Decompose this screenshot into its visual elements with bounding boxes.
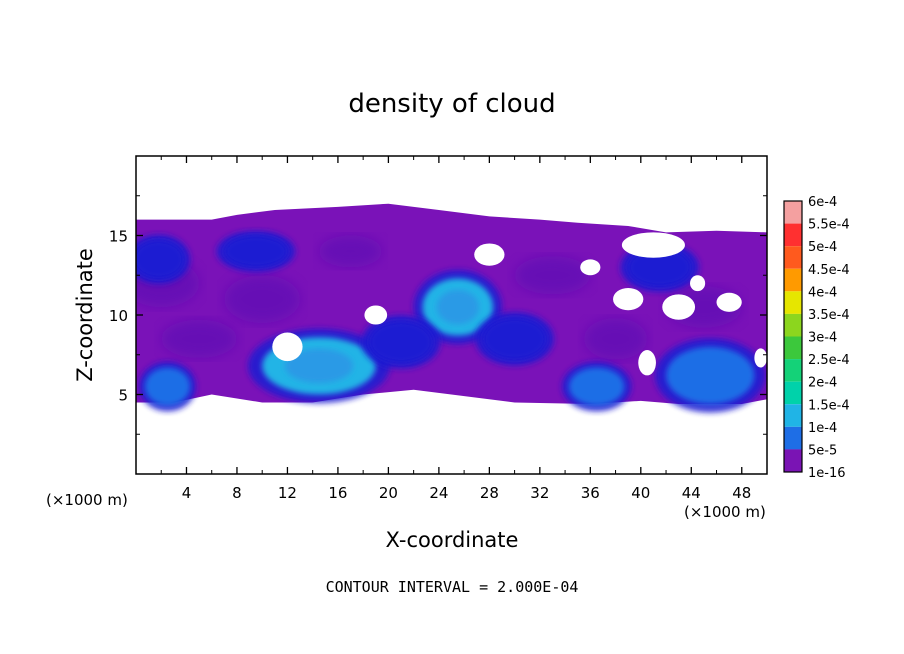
cloud-core [224, 235, 288, 268]
clear-gap [364, 305, 388, 325]
colorbar-swatch [784, 223, 802, 247]
clear-gap [690, 275, 706, 292]
colorbar-label: 1.5e-4 [808, 398, 850, 413]
x-tick-label: 24 [429, 484, 448, 502]
colorbar-label: 2e-4 [808, 376, 837, 391]
clear-gap [754, 348, 767, 368]
x-axis-label: X-coordinate [386, 528, 519, 552]
cloud-patch [161, 319, 237, 358]
x-unit-left: (×1000 m) [46, 491, 128, 509]
x-tick-label: 48 [732, 484, 751, 502]
core-center [284, 348, 354, 384]
clear-sky-gaps [272, 232, 767, 376]
x-tick-label: 12 [278, 484, 297, 502]
x-tick-label: 44 [682, 484, 701, 502]
clear-gap [716, 292, 742, 312]
colorbar-swatch [784, 336, 802, 360]
colorbar-label: 4e-4 [808, 285, 837, 300]
y-tick-label: 10 [109, 307, 128, 325]
cloud-patch [224, 275, 301, 323]
clear-gap [580, 259, 601, 276]
y-tick-label: 5 [118, 387, 128, 405]
cloud-core [136, 240, 184, 279]
clear-gap [662, 294, 696, 320]
x-tick-label: 40 [631, 484, 650, 502]
x-tick-label: 8 [232, 484, 242, 502]
cloud-patch [318, 235, 383, 268]
cloud-core [666, 346, 755, 405]
colorbar-label: 1e-4 [808, 421, 837, 436]
clear-gap [621, 232, 685, 258]
cloud-patch [514, 256, 591, 295]
core-center [436, 289, 480, 325]
clear-gap [272, 332, 303, 362]
cloud-core [483, 318, 547, 360]
colorbar-swatch [784, 268, 802, 292]
colorbar: 6e-4 5.5e-4 5e-4 4.5e-4 4e-4 3.5e-4 3e-4 2.5e-4… [783, 195, 850, 481]
colorbar-label: 6e-4 [808, 195, 837, 210]
x-axis: 4 8 12 16 20 24 28 32 36 40 44 48 [160, 156, 751, 502]
colorbar-swatch [784, 313, 802, 337]
x-tick-label: 36 [581, 484, 600, 502]
y-axis: 5 10 15 [109, 195, 767, 435]
cloud-core [568, 367, 625, 406]
cloud-core [369, 321, 433, 363]
chart-title: density of cloud [348, 89, 555, 119]
colorbar-swatch [784, 246, 802, 269]
colorbar-label: 2.5e-4 [808, 353, 850, 368]
x-tick-label: 32 [530, 484, 549, 502]
colorbar-swatch [784, 359, 802, 382]
x-tick-label: 4 [182, 484, 192, 502]
colorbar-frame [783, 200, 803, 473]
colorbar-swatch [784, 404, 802, 427]
x-tick-label: 28 [480, 484, 499, 502]
colorbar-label: 3e-4 [808, 331, 837, 346]
x-unit-right: (×1000 m) [684, 503, 766, 521]
clear-gap [474, 243, 505, 266]
clear-gap [613, 287, 644, 311]
colorbar-label: 5.5e-4 [808, 218, 850, 233]
colorbar-swatch [784, 291, 802, 314]
cloud-core [144, 367, 191, 406]
colorbar-swatch-base [784, 449, 802, 472]
cloud-patch [584, 318, 648, 360]
colorbar-label: 5e-5 [808, 443, 837, 458]
colorbar-label: 5e-4 [808, 240, 837, 255]
x-tick-label: 20 [379, 484, 398, 502]
plot-area [136, 203, 767, 413]
x-tick-label: 16 [328, 484, 347, 502]
colorbar-swatch [784, 201, 802, 224]
colorbar-label: 3.5e-4 [808, 308, 850, 323]
y-axis-label: Z-coordinate [73, 248, 97, 382]
y-tick-label: 15 [109, 228, 128, 246]
contour-interval-footer: CONTOUR INTERVAL = 2.000E-04 [326, 578, 579, 596]
colorbar-label: 4.5e-4 [808, 263, 850, 278]
clear-gap [638, 349, 656, 376]
cloud-core [628, 248, 692, 287]
colorbar-swatch [784, 426, 802, 450]
colorbar-label: 1e-16 [808, 466, 846, 481]
colorbar-swatch [784, 381, 802, 405]
